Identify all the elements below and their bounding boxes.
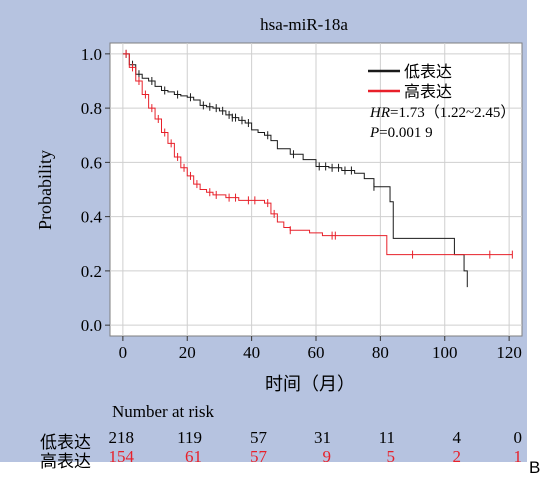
risk-table-title: Number at risk [112, 402, 214, 421]
risk-cell: 61 [185, 447, 202, 466]
gridlines [110, 43, 522, 336]
risk-cell: 5 [386, 447, 396, 466]
hazard-ratio-text: HR=1.73（1.22~2.45） [369, 104, 515, 121]
y-tick-label: 0.6 [81, 153, 102, 172]
risk-row-label: 高表达 [40, 452, 91, 471]
risk-table: Number at risk 低表达 218 119 57 31 11 4 0 高表达 15… [0, 396, 527, 471]
risk-cell: 31 [314, 428, 331, 447]
risk-cell: 9 [322, 447, 332, 466]
hr-value: =1.73（1.22~2.45） [390, 104, 515, 121]
risk-cell: 4 [452, 428, 462, 447]
x-tick-label: 40 [243, 343, 260, 362]
risk-cell: 11 [378, 428, 395, 447]
risk-cell: 57 [250, 428, 267, 447]
risk-cell: 154 [108, 447, 135, 466]
annotations: HR=1.73（1.22~2.45） P=0.001 9 [369, 104, 515, 141]
risk-cell: 2 [452, 447, 462, 466]
risk-row-label: 低表达 [40, 433, 91, 452]
risk-cell: 1 [513, 447, 523, 466]
x-axis-ticks: 0 20 40 60 80 100 120 [119, 336, 522, 362]
y-tick-label: 0.8 [81, 99, 102, 118]
risk-cell: 119 [177, 428, 202, 447]
y-tick-label: 0.2 [81, 262, 102, 281]
x-tick-label: 80 [372, 343, 389, 362]
x-tick-label: 20 [179, 343, 196, 362]
survival-chart: 0.0 0.2 0.4 0.6 0.8 1.0 0 20 40 60 80 100 120 低表达高表… [35, 15, 523, 394]
x-tick-label: 120 [496, 343, 522, 362]
hr-label: HR [369, 105, 390, 121]
low-expression-curve [122, 53, 468, 288]
risk-cell: 218 [108, 428, 135, 447]
panel-letter: B [529, 458, 541, 477]
risk-cell: 57 [250, 447, 267, 466]
x-tick-label: 100 [432, 343, 458, 362]
p-value-text: P=0.001 9 [369, 125, 433, 141]
x-axis-label: 时间（月） [265, 374, 355, 394]
p-value: =0.001 9 [379, 125, 432, 141]
y-tick-label: 0.4 [81, 208, 103, 227]
y-axis-label: Probability [35, 150, 55, 230]
legend-label: 高表达 [404, 83, 452, 101]
x-tick-label: 0 [119, 343, 128, 362]
risk-cell: 0 [513, 428, 523, 447]
legend-label: 低表达 [404, 63, 452, 81]
y-axis-ticks: 0.0 0.2 0.4 0.6 0.8 1.0 [81, 45, 110, 335]
survival-curves [122, 49, 513, 288]
figure-panel: 0.0 0.2 0.4 0.6 0.8 1.0 0 20 40 60 80 100 120 低表达 高表… [0, 0, 527, 471]
y-tick-label: 1.0 [81, 45, 102, 64]
chart-title: hsa-miR-18a [260, 15, 348, 34]
p-label: P [369, 125, 379, 141]
x-tick-label: 60 [308, 343, 325, 362]
y-tick-label: 0.0 [81, 316, 102, 335]
